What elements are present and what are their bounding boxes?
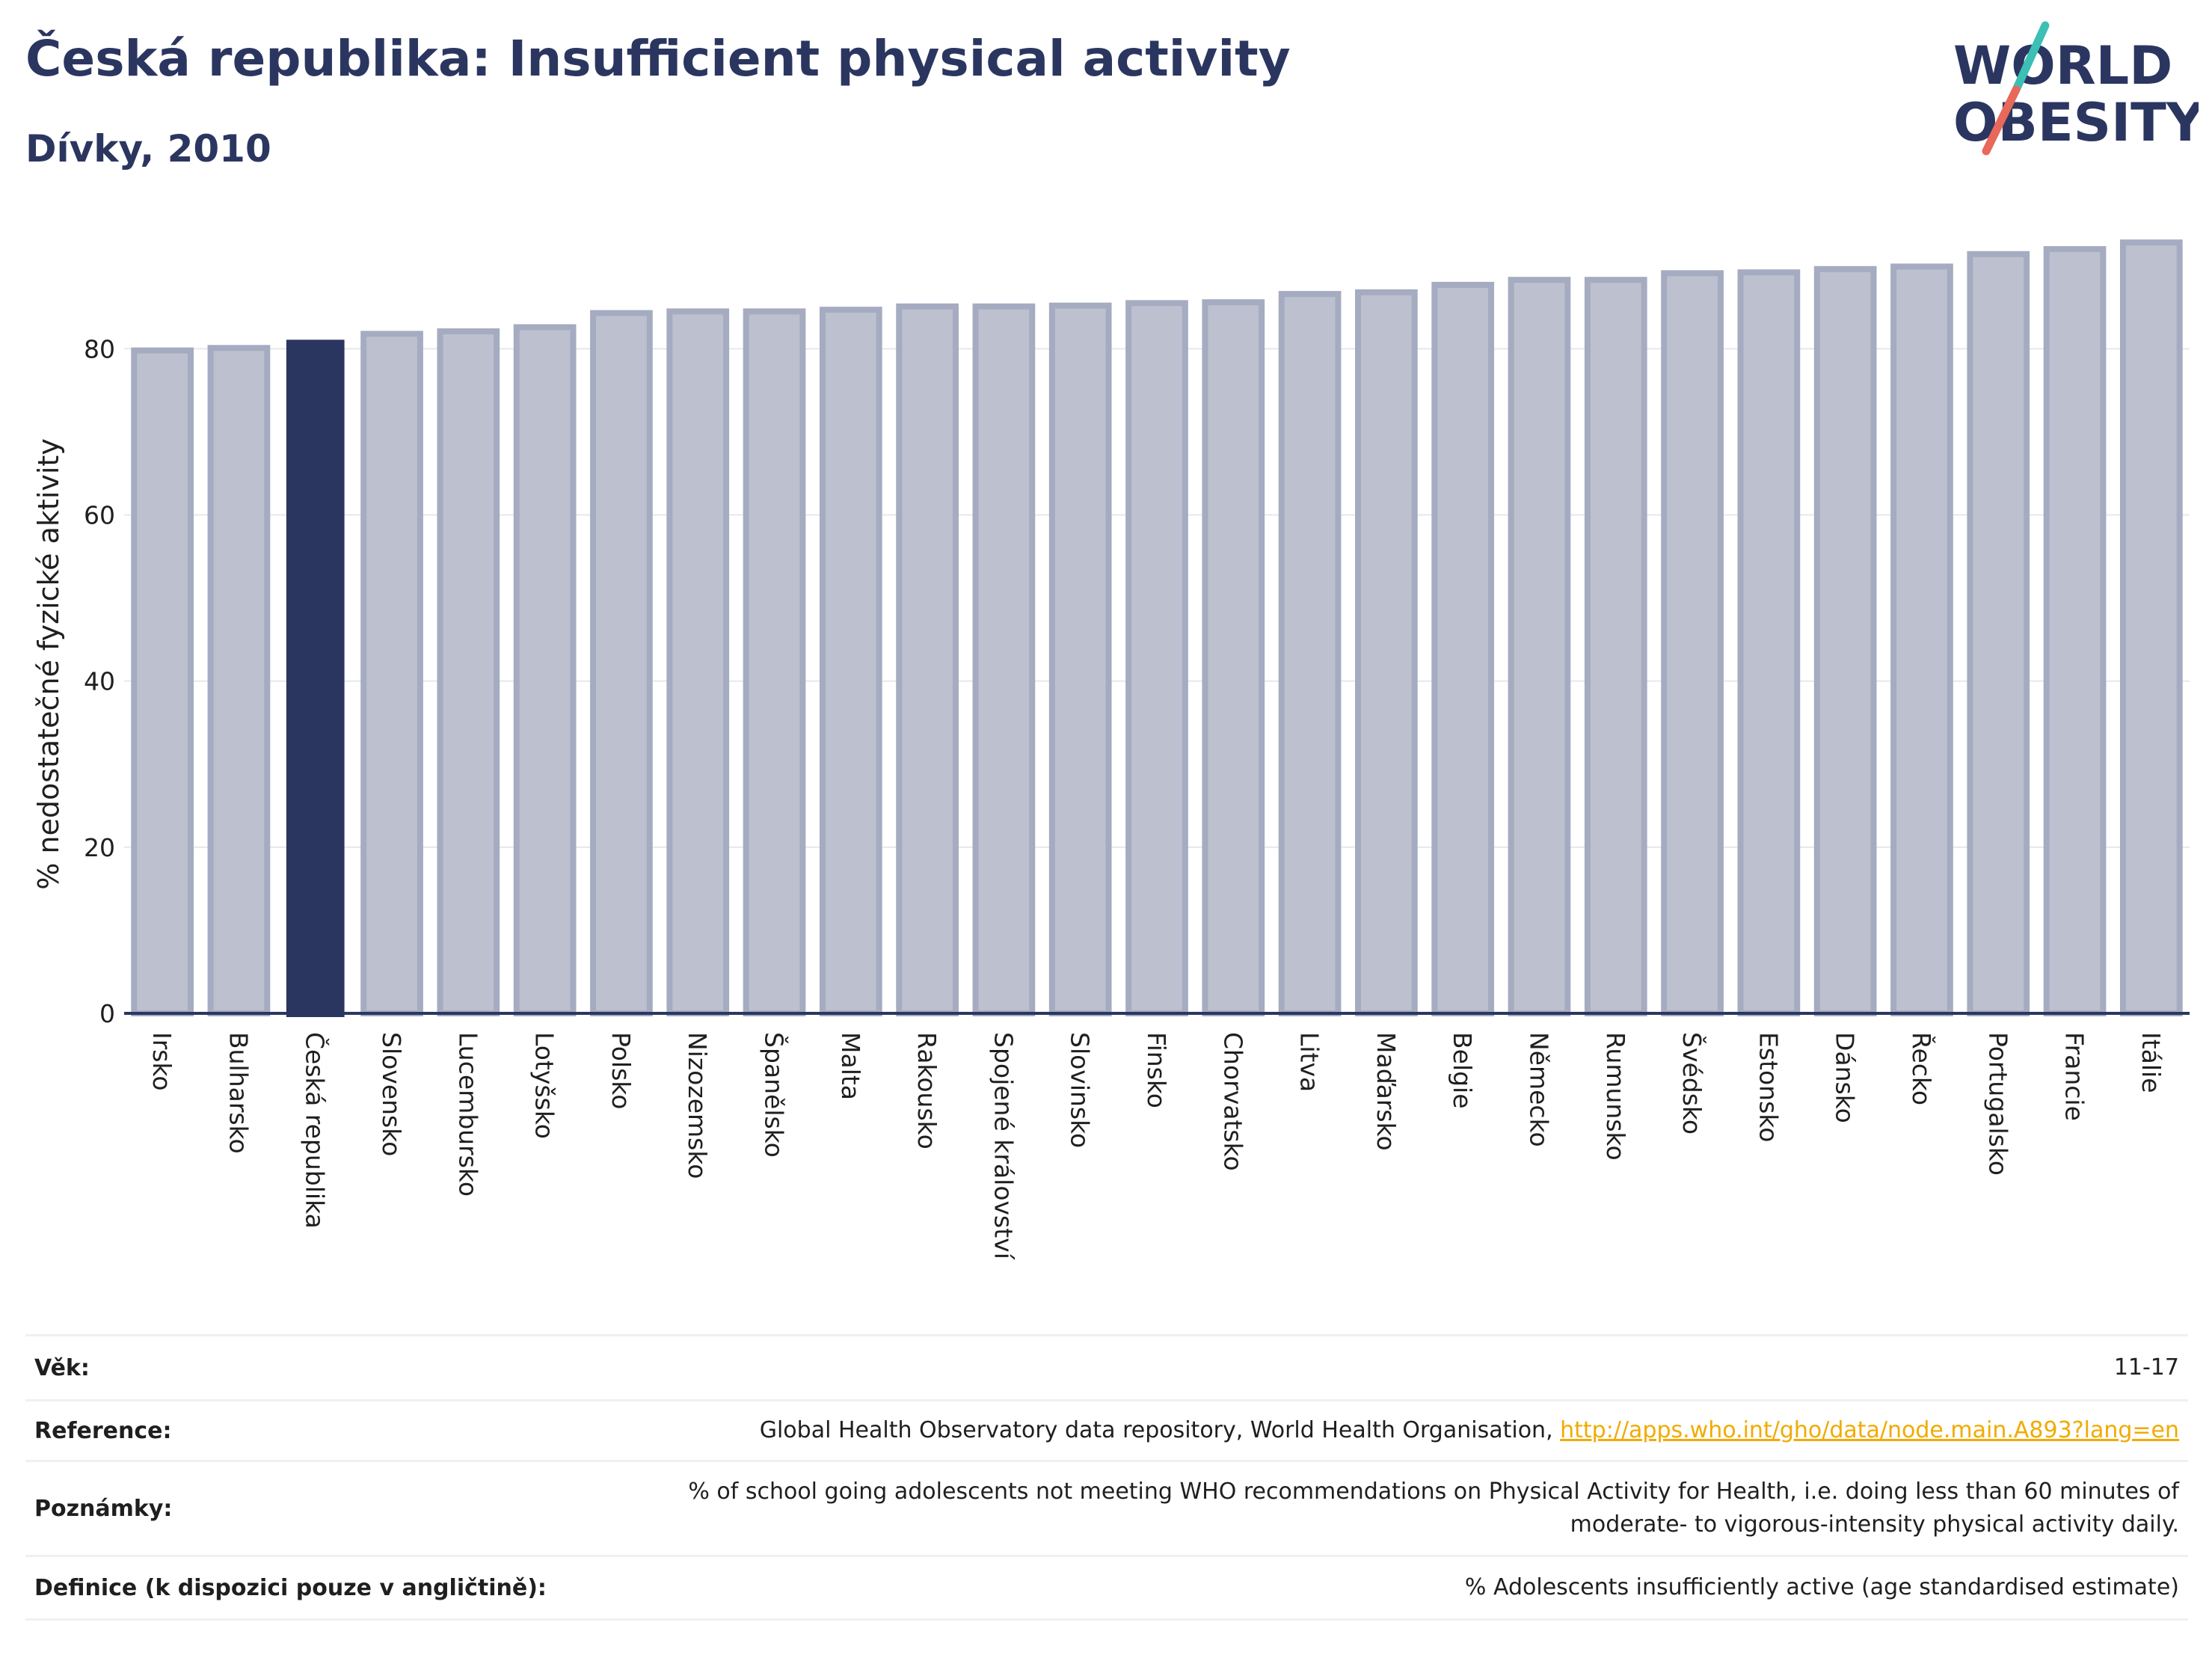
bar (1508, 277, 1571, 1016)
y-axis-ticks: 0 20 40 60 80 (84, 334, 115, 1028)
x-tick-label: Rakousko (912, 1032, 941, 1149)
bar (972, 303, 1036, 1016)
x-tick-label: Spojené království (989, 1032, 1018, 1261)
x-tick-label: Portugalsko (1983, 1032, 2012, 1176)
bar (437, 328, 500, 1017)
info-row-reference: Reference: Global Health Observatory dat… (25, 1399, 2188, 1462)
bar (2120, 239, 2183, 1016)
world-obesity-logo: WORLD OBESITY (1953, 21, 2199, 156)
info-value: Global Health Observatory data repositor… (612, 1399, 2188, 1462)
bar (1202, 299, 1265, 1017)
x-tick-label: Lucembursko (453, 1032, 482, 1197)
x-tick-label: Nizozemsko (683, 1032, 712, 1179)
bar (590, 310, 653, 1016)
y-tick-label: 80 (84, 334, 115, 363)
bar (1431, 281, 1495, 1017)
y-tick-label: 0 (99, 999, 115, 1028)
page-subtitle: Dívky, 2010 (25, 127, 271, 171)
info-label: Definice (k dispozici pouze v angličtině… (25, 1555, 612, 1621)
bar (207, 345, 271, 1016)
y-tick-label: 20 (84, 833, 115, 862)
x-tick-label: Bulharsko (224, 1032, 253, 1154)
x-tick-label: Itálie (2136, 1032, 2166, 1093)
bar (1890, 263, 1953, 1016)
x-tick-label: Litva (1295, 1032, 1324, 1092)
bar (666, 308, 730, 1016)
x-tick-label: Španělsko (760, 1032, 790, 1158)
info-table: Věk: 11-17 Reference: Global Health Obse… (25, 1334, 2188, 1621)
x-tick-label: Estonsko (1754, 1032, 1783, 1142)
bar (896, 303, 959, 1016)
x-axis-ticks: Irsko Bulharsko Česká republika Slovensko Lu… (147, 1032, 2166, 1261)
x-tick-label: Švédsko (1677, 1032, 1707, 1134)
bar (1125, 300, 1188, 1016)
bar-highlight (286, 340, 345, 1017)
x-tick-label: Irsko (147, 1032, 176, 1091)
svg-text:WORLD: WORLD (1953, 35, 2172, 96)
info-label: Reference: (25, 1399, 612, 1462)
x-tick-label: Rumunsko (1601, 1032, 1630, 1161)
y-tick-label: 60 (84, 501, 115, 530)
x-tick-label: Belgie (1448, 1032, 1477, 1109)
info-row-definition: Definice (k dispozici pouze v angličtině… (25, 1555, 2188, 1621)
bar (1967, 251, 2030, 1016)
bar (1813, 265, 1877, 1017)
x-tick-label: Polsko (606, 1032, 636, 1109)
x-tick-label: Řecko (1907, 1032, 1937, 1105)
reference-text: Global Health Observatory data repositor… (759, 1417, 1561, 1443)
x-tick-label: Maďarsko (1371, 1032, 1401, 1151)
page-title: Česká republika: Insufficient physical a… (25, 30, 1291, 87)
info-label: Poznámky: (25, 1460, 612, 1557)
bar (743, 308, 806, 1016)
y-axis-title: % nedostatečné fyzické aktivity (32, 438, 65, 890)
bar (360, 331, 423, 1016)
info-row-age: Věk: 11-17 (25, 1334, 2188, 1401)
x-tick-label: Finsko (1142, 1032, 1171, 1108)
info-value: % of school going adolescents not meetin… (612, 1460, 2188, 1557)
bar (1737, 269, 1801, 1016)
info-row-notes: Poznámky: % of school going adolescents … (25, 1460, 2188, 1557)
bar (2043, 246, 2107, 1016)
x-tick-label: Slovensko (377, 1032, 406, 1156)
bar (1355, 289, 1418, 1017)
reference-link[interactable]: http://apps.who.int/gho/data/node.main.A… (1560, 1417, 2179, 1443)
x-tick-label: Lotyšsko (530, 1032, 559, 1139)
bars (131, 239, 2183, 1017)
x-tick-label: Německo (1524, 1032, 1553, 1147)
y-tick-label: 40 (84, 667, 115, 696)
bar (131, 347, 194, 1016)
info-value: 11-17 (612, 1334, 2188, 1401)
x-tick-label: Dánsko (1831, 1032, 1860, 1123)
x-tick-label: Slovinsko (1066, 1032, 1095, 1148)
bar (1661, 270, 1724, 1017)
bar (513, 324, 577, 1017)
bar-chart: 0 20 40 60 80 Irsko Bulharsko Česká republika S… (32, 239, 2190, 1261)
x-tick-label: Česká republika (301, 1032, 331, 1229)
bar (819, 307, 882, 1017)
x-tick-label: Francie (2060, 1032, 2089, 1121)
bar (1278, 291, 1342, 1016)
x-tick-label: Malta (836, 1032, 865, 1100)
bar (1584, 277, 1647, 1016)
info-value: % Adolescents insufficiently active (age… (612, 1555, 2188, 1621)
x-tick-label: Chorvatsko (1218, 1032, 1247, 1171)
info-label: Věk: (25, 1334, 612, 1401)
bar (1048, 302, 1112, 1016)
